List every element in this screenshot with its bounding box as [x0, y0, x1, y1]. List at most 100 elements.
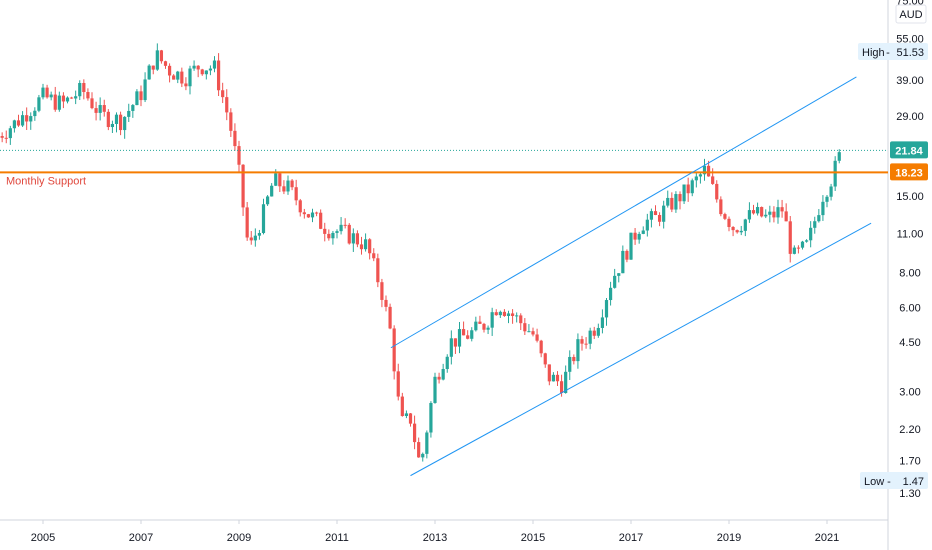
candle-body — [270, 185, 274, 197]
candle-body — [813, 221, 817, 228]
candle-body — [123, 116, 127, 131]
candle-body — [212, 60, 217, 69]
candle-body — [711, 176, 715, 184]
candle-body — [584, 343, 588, 345]
candle-body — [176, 71, 180, 80]
candle-body — [163, 61, 168, 66]
candle-body — [69, 97, 74, 99]
candle-body — [147, 65, 151, 80]
candle-body — [453, 338, 458, 347]
candle-body — [572, 356, 576, 362]
candle-body — [698, 174, 703, 177]
candle-body — [772, 211, 776, 218]
candle-body — [155, 50, 159, 70]
time-tick-label: 2011 — [325, 532, 349, 544]
candle-body — [94, 108, 98, 113]
candle-body — [723, 214, 727, 219]
candle-body — [564, 371, 568, 393]
candle-body — [784, 211, 788, 222]
candle-body — [417, 442, 421, 458]
candle-body — [833, 160, 837, 187]
candle-body — [670, 197, 674, 210]
candle-body — [86, 92, 90, 99]
candle-body — [523, 323, 527, 332]
candle-body — [817, 215, 821, 222]
price-tick-label: 1.70 — [899, 455, 920, 467]
candle-body — [421, 453, 425, 458]
candle-body — [184, 83, 188, 87]
candle-body — [837, 152, 841, 161]
candle-body — [192, 65, 196, 69]
candle-body — [449, 338, 453, 357]
candle-body — [241, 164, 245, 208]
candle-body — [596, 327, 600, 336]
candle-body — [494, 312, 498, 316]
candle-body — [159, 50, 164, 62]
candle-body — [196, 65, 200, 70]
candle-body — [302, 212, 306, 215]
candle-body — [376, 258, 380, 283]
candle-body — [61, 95, 66, 102]
candle-body — [265, 196, 270, 205]
candle-body — [127, 110, 131, 117]
candle-body — [314, 212, 319, 214]
candle-body — [204, 70, 208, 75]
price-tick-label: 39.00 — [896, 75, 924, 87]
candle-body — [29, 116, 33, 122]
candle-body — [392, 328, 396, 372]
candle-body — [261, 204, 266, 234]
candle-body — [359, 244, 364, 250]
candle-body — [743, 219, 747, 231]
candle-body — [760, 207, 764, 217]
candle-body — [796, 247, 801, 249]
candle-body — [531, 331, 535, 335]
high-label: High — [862, 47, 885, 59]
low-label: Low — [864, 476, 884, 488]
candle-body — [20, 115, 25, 126]
candle-body — [143, 79, 147, 101]
candle-body — [588, 330, 592, 344]
candle-body — [106, 111, 110, 128]
candle-body — [4, 137, 8, 139]
last-price-value: 21.84 — [895, 145, 923, 157]
candle-body — [474, 321, 478, 331]
candle-body — [188, 68, 192, 87]
candle-body — [355, 233, 360, 245]
candle-body — [41, 87, 45, 98]
candle-body — [12, 120, 17, 129]
candle-body — [506, 313, 511, 316]
candle-body — [16, 120, 21, 126]
last-price-badge: 21.84 — [890, 141, 928, 159]
candle-body — [339, 224, 343, 232]
candle-body — [490, 312, 494, 328]
candle-body — [151, 65, 155, 70]
time-axis: 2005 2007 2009 2011 2013 2015 2017 2019 2021 — [31, 520, 839, 544]
candle-body — [547, 364, 551, 382]
channel-lower-line[interactable] — [410, 222, 872, 477]
candle-body — [102, 105, 106, 112]
candle-body — [600, 317, 605, 328]
candle-body — [555, 374, 560, 382]
candle-body — [657, 215, 662, 222]
candle-body — [466, 335, 470, 339]
candle-body — [543, 353, 547, 365]
candle-body — [804, 240, 809, 242]
candle-body — [429, 402, 433, 433]
candle-body — [739, 230, 743, 233]
channel-upper-line[interactable] — [390, 76, 857, 349]
candle-body — [457, 329, 462, 347]
candle-body — [0, 136, 4, 138]
candle-body — [653, 211, 658, 216]
candle-body — [755, 207, 760, 214]
candle-body — [25, 115, 29, 122]
candle-body — [372, 253, 376, 259]
candle-body — [368, 239, 372, 254]
price-tick-label: 6.00 — [899, 302, 920, 314]
candle-body — [221, 90, 225, 98]
support-price-badge: 18.23 — [890, 163, 928, 181]
candle-body — [180, 71, 184, 84]
candle-body — [792, 247, 796, 254]
candle-body — [274, 173, 278, 186]
